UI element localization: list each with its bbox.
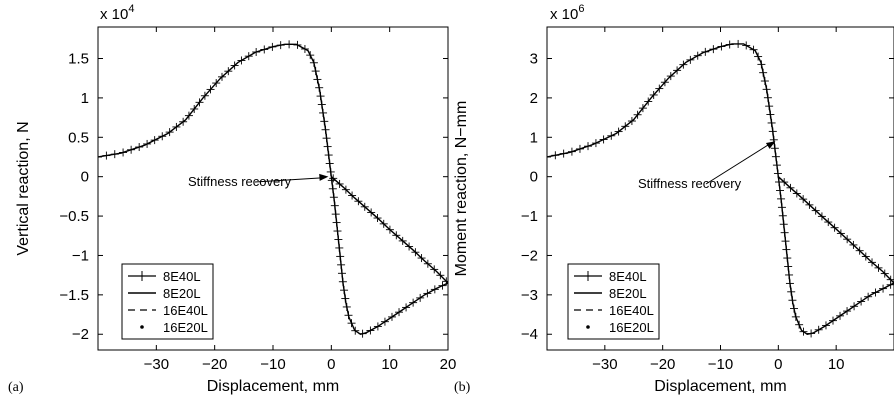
y-exponent-label: x 104 bbox=[100, 3, 134, 23]
x-tick-label: −30 bbox=[144, 356, 169, 373]
y-tick-label: 1 bbox=[530, 129, 538, 146]
y-tick-label: −3 bbox=[521, 287, 538, 304]
annotation-text: Stiffness recovery bbox=[638, 176, 742, 191]
panel-label: (b) bbox=[454, 380, 471, 395]
y-axis-label: Vertical reaction, N bbox=[15, 121, 32, 255]
panel-label: (a) bbox=[8, 380, 24, 395]
legend-marker-16E20L bbox=[586, 325, 590, 329]
x-tick-label: 0 bbox=[774, 356, 782, 373]
x-tick-label: −10 bbox=[708, 356, 733, 373]
y-tick-label: 2 bbox=[530, 90, 538, 107]
x-tick-label: −30 bbox=[592, 356, 617, 373]
y-tick-label: −2 bbox=[72, 326, 89, 343]
y-tick-label: 0.5 bbox=[68, 129, 89, 146]
y-tick-label: −4 bbox=[521, 326, 538, 343]
y-tick-label: −1.5 bbox=[59, 287, 89, 304]
legend-label: 16E40L bbox=[609, 303, 654, 318]
legend-label: 16E40L bbox=[163, 303, 208, 318]
annotation-text: Stiffness recovery bbox=[188, 174, 292, 189]
y-tick-label: 0 bbox=[81, 169, 89, 186]
annotation-arrow-head bbox=[319, 173, 329, 181]
annotation-arrow-line bbox=[705, 141, 773, 185]
y-tick-label: −2 bbox=[521, 247, 538, 264]
legend-label: 8E40L bbox=[609, 269, 647, 284]
series-group bbox=[98, 40, 448, 338]
legend-label: 8E20L bbox=[163, 286, 201, 301]
x-tick-label: −20 bbox=[202, 356, 227, 373]
legend-label: 8E40L bbox=[163, 269, 201, 284]
x-axis-label: Displacement, mm bbox=[654, 378, 786, 395]
series-group bbox=[547, 39, 894, 338]
y-axis-label: Moment reaction, N−mm bbox=[453, 101, 470, 277]
y-exponent-power: 6 bbox=[578, 3, 584, 15]
legend-label: 16E20L bbox=[163, 320, 208, 335]
legend: 8E40L 8E20L 16E40L 16E20L bbox=[567, 263, 660, 340]
annotation-arrow-line bbox=[254, 177, 326, 183]
y-tick-label: −1 bbox=[521, 208, 538, 225]
legend-marker-16E20L bbox=[140, 325, 144, 329]
y-exponent-power: 4 bbox=[128, 3, 134, 15]
legend-label: 8E20L bbox=[609, 286, 647, 301]
legend-label: 16E20L bbox=[609, 320, 654, 335]
x-tick-label: 10 bbox=[828, 356, 845, 373]
x-tick-label: −20 bbox=[650, 356, 675, 373]
x-tick-label: 0 bbox=[327, 356, 335, 373]
y-tick-label: 0 bbox=[530, 169, 538, 186]
x-tick-label: −10 bbox=[260, 356, 285, 373]
legend: 8E40L 8E20L 16E40L 16E20L bbox=[121, 263, 214, 340]
x-axis-label: Displacement, mm bbox=[207, 378, 339, 395]
x-tick-label: 20 bbox=[440, 356, 457, 373]
y-tick-label: −1 bbox=[72, 247, 89, 264]
panel-a-chart: −30 −20 −10 0 10 20 1.5 1 0.5 0 −0.5 −1 −1.5 −2 x 104 D… bbox=[8, 3, 456, 395]
y-tick-label: 3 bbox=[530, 51, 538, 68]
y-tick-label: −0.5 bbox=[59, 208, 89, 225]
y-exponent-label: x 106 bbox=[550, 3, 584, 23]
annotation-arrow-head bbox=[765, 141, 776, 149]
y-tick-label: 1.5 bbox=[68, 51, 89, 68]
y-tick-label: 1 bbox=[81, 90, 89, 107]
x-tick-label: 10 bbox=[381, 356, 398, 373]
